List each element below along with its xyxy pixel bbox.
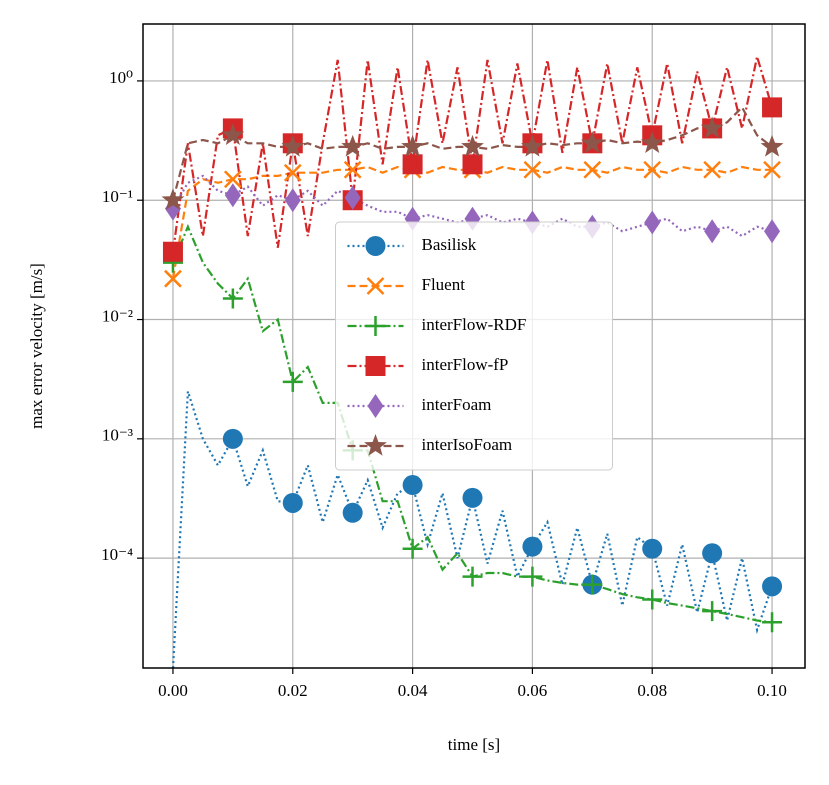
marker: [402, 538, 423, 559]
marker: [702, 601, 723, 622]
marker: [221, 123, 245, 145]
marker: [644, 210, 661, 235]
legend-label: interFlow-RDF: [422, 315, 527, 334]
marker: [762, 576, 783, 597]
y-tick-label: 10⁻⁴: [101, 545, 133, 564]
marker: [283, 163, 302, 182]
marker: [224, 183, 241, 208]
legend-marker: [365, 356, 386, 376]
marker: [523, 160, 542, 179]
marker: [762, 97, 783, 118]
marker: [222, 288, 243, 309]
marker: [521, 134, 544, 157]
marker: [402, 475, 423, 496]
marker: [281, 134, 305, 157]
legend-label: interIsoFoam: [422, 435, 513, 454]
marker: [642, 589, 663, 610]
legend-label: interFlow-fP: [422, 355, 509, 374]
marker: [522, 566, 543, 587]
marker: [462, 154, 483, 175]
marker: [344, 185, 361, 210]
series-line: [171, 165, 772, 279]
marker: [223, 170, 242, 189]
legend-label: interFoam: [422, 395, 492, 414]
marker: [760, 134, 784, 157]
marker: [343, 160, 362, 179]
legend-marker: [364, 434, 387, 456]
marker: [583, 160, 602, 179]
marker: [582, 574, 603, 595]
marker: [342, 502, 363, 523]
marker: [341, 134, 365, 157]
marker: [402, 154, 423, 175]
y-tick-label: 10⁻³: [102, 426, 133, 445]
marker: [461, 134, 484, 157]
marker: [640, 131, 664, 153]
x-axis-label: time [s]: [448, 735, 500, 754]
marker: [580, 131, 604, 153]
marker: [762, 612, 783, 633]
marker: [462, 487, 483, 508]
y-tick-label: 10⁻¹: [102, 187, 133, 206]
y-axis-label: max error velocity [m/s]: [27, 263, 46, 429]
x-tick-label: 0.08: [637, 681, 667, 700]
legend-marker: [367, 394, 384, 418]
marker: [700, 116, 724, 139]
x-tick-label: 0.04: [398, 681, 428, 700]
marker: [222, 428, 243, 449]
legend-marker: [365, 236, 386, 256]
marker: [401, 134, 424, 157]
legend-box: [335, 221, 613, 471]
marker: [282, 492, 303, 513]
marker: [703, 160, 722, 179]
y-tick-label: 10⁰: [109, 68, 133, 87]
marker: [164, 269, 182, 288]
x-tick-label: 0.02: [278, 681, 308, 700]
marker: [642, 538, 663, 559]
series-line: [171, 105, 773, 201]
marker: [764, 219, 781, 244]
marker: [702, 543, 723, 564]
x-tick-label: 0.00: [158, 681, 188, 700]
legend-label: Basilisk: [422, 235, 477, 254]
marker: [763, 160, 781, 179]
legend-label: Fluent: [422, 275, 466, 294]
marker: [162, 241, 183, 262]
plot-frame: [142, 23, 806, 669]
legend: Basilisk Fluent interFlow-RDF interFlow-fP i…: [335, 221, 613, 471]
marker: [161, 188, 185, 210]
marker: [522, 536, 543, 557]
marker: [704, 219, 721, 244]
series-line: [171, 391, 774, 669]
x-tick-label: 0.10: [757, 681, 787, 700]
legend-marker: [366, 277, 385, 295]
y-tick-label: 10⁻²: [102, 306, 133, 325]
plot: [161, 56, 784, 669]
marker: [282, 371, 303, 392]
legend-marker: [365, 316, 386, 336]
x-tick-label: 0.06: [518, 681, 548, 700]
marker: [284, 188, 301, 213]
marker: [462, 566, 483, 587]
marker: [643, 160, 662, 179]
